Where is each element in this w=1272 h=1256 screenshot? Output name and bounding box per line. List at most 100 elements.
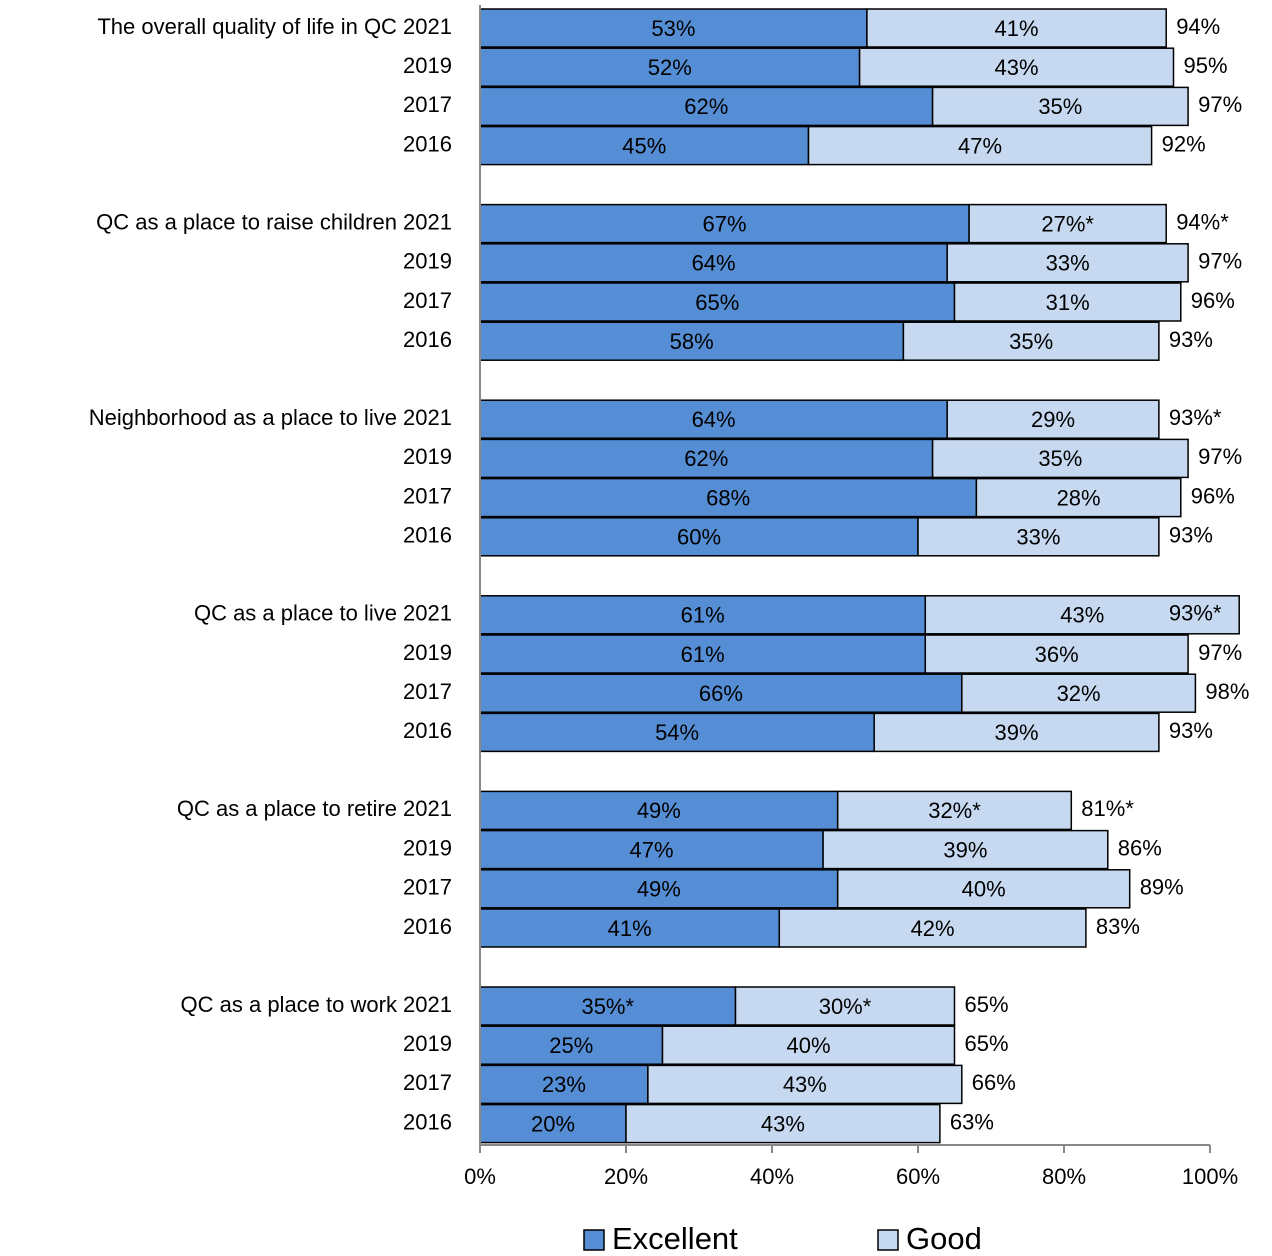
- value-label: 33%: [1046, 251, 1090, 276]
- bar-segment: [479, 869, 839, 909]
- x-tick-label: 60%: [896, 1164, 940, 1189]
- bar-segment: [924, 634, 1189, 674]
- total-label: 93%: [1169, 718, 1213, 743]
- value-label: 45%: [622, 133, 666, 158]
- value-label: 40%: [786, 1033, 830, 1058]
- total-label: 65%: [965, 1031, 1009, 1056]
- category-label: 2017: [403, 92, 452, 117]
- value-label: 67%: [703, 211, 747, 236]
- total-label: 97%: [1198, 444, 1242, 469]
- bar-segment: [873, 712, 1160, 753]
- total-label: 97%: [1198, 92, 1242, 117]
- bar-segment: [479, 125, 810, 166]
- category-label: QC as a place to retire 2021: [177, 796, 452, 821]
- bar-segment: [836, 869, 1131, 909]
- value-label: 60%: [677, 525, 721, 550]
- value-label: 25%: [549, 1033, 593, 1058]
- value-label: 42%: [911, 916, 955, 941]
- value-label: 31%: [1046, 290, 1090, 315]
- value-label: 43%: [761, 1111, 805, 1136]
- total-label: 96%: [1191, 483, 1235, 508]
- bar-segment: [479, 86, 934, 127]
- total-label: 83%: [1096, 914, 1140, 939]
- value-label: 64%: [692, 407, 736, 432]
- total-label: 81%*: [1081, 796, 1134, 821]
- value-label: 47%: [630, 837, 674, 862]
- bar-segment: [479, 634, 927, 674]
- bar-segment: [975, 477, 1182, 518]
- bar-segment: [479, 595, 927, 635]
- category-label: 2016: [403, 131, 452, 156]
- category-label: QC as a place to live 2021: [194, 601, 452, 626]
- value-label: 23%: [542, 1072, 586, 1097]
- category-label: 2017: [403, 1070, 452, 1095]
- category-label: 2019: [403, 1031, 452, 1056]
- value-label: 52%: [648, 55, 692, 80]
- bar-segment: [479, 829, 824, 870]
- value-label: 49%: [637, 877, 681, 902]
- bar-segment: [479, 712, 875, 753]
- bar-segment: [479, 477, 978, 518]
- total-label: 97%: [1198, 640, 1242, 665]
- category-label: QC as a place to raise children 2021: [96, 209, 452, 234]
- bar-segment: [953, 282, 1182, 322]
- bar-segment: [778, 908, 1087, 948]
- value-label: 36%: [1035, 642, 1079, 667]
- category-label: 2019: [403, 835, 452, 860]
- bar-segment: [858, 47, 1175, 87]
- category-label: The overall quality of life in QC 2021: [97, 14, 452, 39]
- category-label: 2016: [403, 327, 452, 352]
- value-label: 35%: [1038, 94, 1082, 119]
- bar-segment: [807, 125, 1153, 166]
- total-label: 63%: [950, 1109, 994, 1134]
- category-label: 2016: [403, 1109, 452, 1134]
- value-label: 28%: [1057, 485, 1101, 510]
- bar-segment: [961, 673, 1197, 713]
- category-label: 2016: [403, 718, 452, 743]
- category-label: 2017: [403, 288, 452, 313]
- bar-segment: [479, 673, 963, 713]
- category-label: QC as a place to work 2021: [181, 992, 452, 1017]
- bar-segment: [647, 1064, 963, 1105]
- bar-segment: [479, 8, 868, 48]
- value-label: 61%: [681, 603, 725, 628]
- value-label: 20%: [531, 1111, 575, 1136]
- legend-label: Excellent: [612, 1221, 738, 1256]
- bar-segment: [946, 399, 1160, 439]
- value-label: 62%: [684, 446, 728, 471]
- category-label: 2017: [403, 679, 452, 704]
- category-label: Neighborhood as a place to live 2021: [89, 405, 452, 430]
- value-label: 43%: [1060, 603, 1104, 628]
- value-label: 32%*: [928, 798, 981, 823]
- value-label: 43%: [995, 55, 1039, 80]
- bar-segment: [946, 243, 1189, 283]
- x-tick-label: 100%: [1182, 1164, 1238, 1189]
- total-label: 96%: [1191, 288, 1235, 313]
- total-label: 66%: [972, 1070, 1016, 1095]
- bar-segment: [479, 986, 737, 1026]
- total-label: 89%: [1140, 875, 1184, 900]
- total-label: 93%*: [1169, 405, 1222, 430]
- value-label: 43%: [783, 1072, 827, 1097]
- value-label: 39%: [943, 837, 987, 862]
- value-label: 41%: [995, 16, 1039, 41]
- bar-segment: [931, 86, 1189, 127]
- legend-swatch: [583, 1229, 605, 1251]
- x-tick-label: 0%: [464, 1164, 496, 1189]
- value-label: 65%: [695, 290, 739, 315]
- bar-segment: [479, 438, 934, 479]
- value-label: 32%: [1057, 681, 1101, 706]
- bar-segment: [822, 829, 1109, 870]
- value-label: 40%: [962, 877, 1006, 902]
- value-label: 58%: [670, 329, 714, 354]
- total-label: 65%: [965, 992, 1009, 1017]
- value-label: 30%*: [819, 994, 872, 1019]
- x-tick-label: 40%: [750, 1164, 794, 1189]
- bar-segment: [968, 203, 1167, 244]
- value-label: 35%: [1038, 446, 1082, 471]
- category-label: 2016: [403, 914, 452, 939]
- total-label: 92%: [1162, 131, 1206, 156]
- bar-segment: [479, 282, 956, 322]
- bar-segment: [931, 438, 1189, 479]
